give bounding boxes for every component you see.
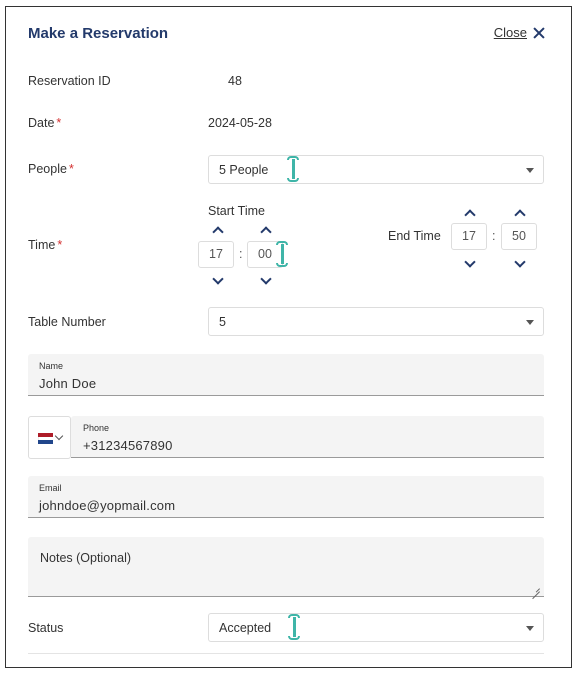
phone-field-label: Phone: [83, 423, 110, 433]
people-select[interactable]: 5 People: [208, 155, 544, 184]
start-hour-input[interactable]: 17: [198, 241, 234, 268]
text-cursor-icon: [288, 614, 300, 640]
status-select-value: Accepted: [219, 621, 272, 635]
reservation-modal: Make a Reservation Close Reservation ID …: [5, 6, 572, 668]
close-label[interactable]: Close: [493, 25, 527, 40]
start-hour-down-icon[interactable]: [212, 277, 222, 285]
email-field[interactable]: Email johndoe@yopmail.com: [28, 476, 544, 518]
start-time-label: Start Time: [208, 204, 265, 218]
notes-textarea[interactable]: Notes (Optional): [28, 537, 544, 597]
country-code-selector[interactable]: [28, 416, 71, 459]
name-field-label: Name: [39, 361, 64, 371]
chevron-down-icon[interactable]: [54, 431, 64, 441]
phone-field[interactable]: Phone +31234567890: [71, 416, 544, 458]
close-button[interactable]: Close: [494, 25, 545, 40]
start-time-separator: :: [239, 247, 243, 261]
required-mark: *: [56, 116, 62, 130]
divider: [28, 653, 544, 654]
caret-down-icon[interactable]: [526, 626, 534, 631]
end-minute-down-icon[interactable]: [514, 260, 524, 268]
phone-field-value[interactable]: +31234567890: [83, 438, 173, 453]
modal-title: Make a Reservation: [28, 25, 169, 42]
end-hour-input[interactable]: 17: [451, 223, 487, 250]
start-minute-input[interactable]: 00: [247, 241, 283, 268]
table-number-label: Table Number: [28, 315, 106, 329]
end-hour-down-icon[interactable]: [464, 260, 474, 268]
text-cursor-icon: [276, 241, 288, 267]
start-minute-down-icon[interactable]: [260, 277, 270, 285]
caret-down-icon[interactable]: [526, 168, 534, 173]
start-hour-up-icon[interactable]: [212, 225, 222, 233]
people-select-value: 5 People: [219, 163, 269, 177]
end-hour-up-icon[interactable]: [464, 208, 474, 216]
table-number-select-value: 5: [219, 315, 226, 329]
status-label: Status: [28, 621, 64, 635]
required-mark: *: [68, 162, 74, 176]
name-field-value[interactable]: John Doe: [39, 376, 97, 391]
time-label: Time *: [28, 238, 63, 252]
end-time-separator: :: [492, 229, 496, 243]
netherlands-flag-icon: [38, 433, 53, 444]
close-icon[interactable]: [533, 27, 545, 39]
status-select[interactable]: Accepted: [208, 613, 544, 642]
date-label: Date *: [28, 116, 62, 130]
end-time-label: End Time: [388, 229, 441, 243]
table-number-select[interactable]: 5: [208, 307, 544, 336]
caret-down-icon[interactable]: [526, 320, 534, 325]
start-minute-up-icon[interactable]: [260, 225, 270, 233]
email-field-value[interactable]: johndoe@yopmail.com: [39, 498, 176, 513]
reservation-id-value: 48: [228, 74, 242, 88]
notes-placeholder: Notes (Optional): [40, 551, 132, 565]
email-field-label: Email: [39, 483, 62, 493]
resize-handle-icon[interactable]: [532, 584, 540, 592]
end-minute-input[interactable]: 50: [501, 223, 537, 250]
required-mark: *: [57, 238, 63, 252]
end-minute-up-icon[interactable]: [514, 208, 524, 216]
reservation-id-label: Reservation ID: [28, 74, 111, 88]
name-field[interactable]: Name John Doe: [28, 354, 544, 396]
people-label: People *: [28, 162, 74, 176]
text-cursor-icon: [287, 156, 299, 182]
date-value: 2024-05-28: [208, 116, 272, 130]
